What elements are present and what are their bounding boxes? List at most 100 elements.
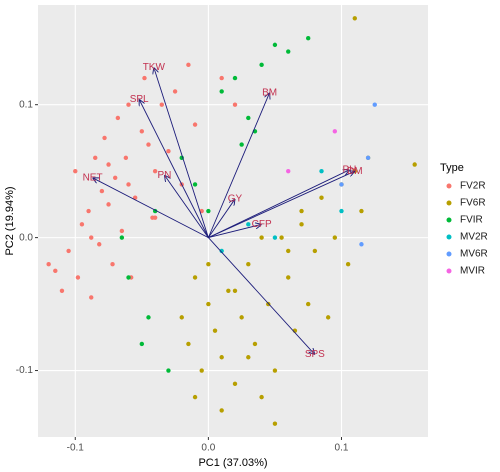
loading-arrow [93, 178, 209, 239]
point [232, 75, 238, 81]
point [212, 328, 218, 333]
point [146, 142, 151, 147]
loading-arrow [208, 199, 235, 238]
point [319, 195, 324, 200]
point [106, 202, 111, 207]
point [359, 208, 364, 214]
point [59, 288, 65, 293]
loading-label: SPL [130, 94, 149, 105]
point [139, 129, 145, 134]
point [312, 248, 318, 254]
point [412, 162, 417, 167]
point [232, 381, 238, 387]
point [259, 394, 264, 400]
legend-label: FV6R [460, 198, 486, 209]
point [206, 301, 211, 307]
point [259, 62, 264, 68]
x-tick-label: 0.0 [201, 443, 215, 454]
point [172, 89, 178, 94]
point [93, 155, 98, 161]
point [232, 288, 238, 293]
point [192, 122, 198, 127]
point [126, 275, 131, 280]
point [102, 135, 107, 141]
point [66, 248, 71, 254]
point [246, 355, 251, 360]
point [286, 168, 291, 174]
point [53, 268, 58, 274]
point [332, 235, 338, 240]
point [126, 102, 131, 107]
point [192, 275, 198, 280]
y-tick-label: 0.0 [19, 232, 33, 243]
point [339, 208, 344, 214]
point [306, 36, 311, 41]
point [186, 341, 191, 347]
loading-label: BM [262, 87, 277, 98]
point [306, 301, 311, 307]
point [226, 288, 231, 293]
legend-marker [446, 234, 452, 240]
loading-arrow [208, 170, 349, 239]
point [89, 235, 94, 240]
point [372, 102, 377, 107]
point [126, 182, 131, 187]
point [206, 208, 211, 214]
point [299, 222, 304, 227]
loading-label: DM [347, 166, 363, 177]
point [352, 16, 357, 21]
legend-title: Type [440, 162, 464, 174]
legend-marker [446, 200, 452, 206]
loading-arrow [208, 237, 314, 355]
point [319, 168, 324, 174]
point [139, 341, 145, 347]
plot-panel [38, 5, 428, 437]
legend-label: MV6R [460, 249, 488, 260]
point [345, 262, 351, 267]
point [86, 208, 91, 214]
point [119, 235, 125, 240]
point [359, 242, 364, 247]
loading-label: CFP [252, 219, 272, 230]
point [99, 188, 105, 194]
point [159, 102, 164, 107]
point [219, 89, 224, 94]
point [246, 262, 251, 267]
point [219, 355, 224, 360]
loading-arrow [208, 224, 261, 239]
point [239, 142, 244, 147]
legend-label: MV2R [460, 232, 488, 243]
legend-marker [446, 217, 452, 223]
loading-arrow [207, 93, 269, 238]
point [232, 102, 238, 107]
loading-label: NET [83, 172, 103, 183]
point [97, 242, 102, 247]
legend-label: MVIR [460, 266, 485, 277]
point [186, 62, 191, 68]
point [219, 75, 224, 81]
point [206, 262, 211, 267]
loading-arrow [154, 67, 209, 238]
point [252, 341, 258, 347]
point [192, 394, 198, 400]
point [259, 235, 264, 240]
point [199, 368, 204, 373]
y-tick-label: -0.1 [16, 365, 34, 376]
point [325, 315, 331, 320]
point [113, 175, 118, 180]
x-tick-label: -0.1 [67, 443, 85, 454]
point [79, 222, 85, 227]
point [286, 248, 291, 254]
loading-label: PN [157, 170, 171, 181]
point [166, 149, 171, 154]
loading-label: TKW [143, 62, 166, 73]
point [286, 275, 291, 280]
point [246, 115, 251, 121]
point [332, 129, 338, 134]
y-axis-title: PC2 (19.94%) [4, 186, 16, 255]
point [339, 182, 344, 187]
legend-label: FV2R [460, 181, 486, 192]
loading-label: PH [343, 164, 357, 175]
point [142, 75, 147, 81]
loading-arrow [208, 171, 354, 239]
